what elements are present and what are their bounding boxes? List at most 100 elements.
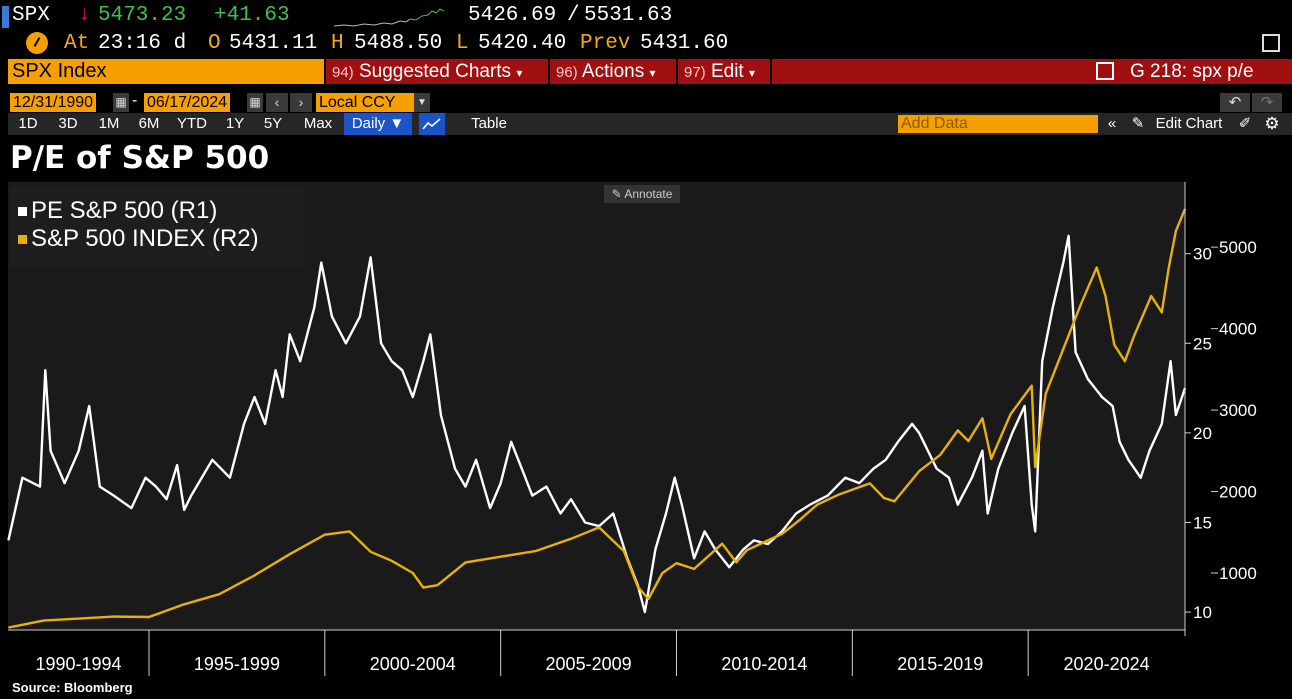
at-label: At xyxy=(64,32,90,55)
start-date-field[interactable]: 12/31/1990 xyxy=(10,93,97,112)
line-chart-icon[interactable] xyxy=(419,113,445,135)
menu-number: 96) xyxy=(556,64,578,81)
legend-item-pe[interactable]: PE S&P 500 (R1) xyxy=(10,197,304,225)
source-note: Source: Bloomberg xyxy=(12,680,133,695)
range-slash: / xyxy=(567,4,580,27)
range-1m[interactable]: 1M xyxy=(98,115,120,132)
chevron-down-icon[interactable]: ▼ xyxy=(414,93,430,112)
calendar-icon[interactable]: ▦ xyxy=(113,93,129,112)
currency-select[interactable]: Local CCY xyxy=(316,93,430,112)
external-link-icon[interactable] xyxy=(1096,62,1114,80)
last-price: 5473.23 xyxy=(98,4,187,27)
menu-label: Suggested Charts xyxy=(358,61,512,82)
chart-legend: PE S&P 500 (R1) S&P 500 INDEX (R2) xyxy=(10,186,304,266)
frequency-select[interactable]: Daily ▼ xyxy=(344,113,412,135)
high-value: 5488.50 xyxy=(354,32,443,55)
end-date-field[interactable]: 06/17/2024 xyxy=(144,93,231,112)
r1-tick-label: 20 xyxy=(1193,424,1212,443)
menu-label: Actions xyxy=(581,61,645,82)
range-1d[interactable]: 1D xyxy=(18,115,38,132)
legend-label: S&P 500 INDEX (R2) xyxy=(31,225,259,252)
r1-tick-label: 10 xyxy=(1193,603,1212,622)
date-dash: - xyxy=(132,92,138,109)
table-button[interactable]: Table xyxy=(471,115,507,132)
actions-menu[interactable]: 96) Actions ▾ xyxy=(556,59,656,84)
caret-down-icon: ▾ xyxy=(649,66,656,80)
gear-icon[interactable]: ⚙ xyxy=(1264,114,1280,133)
speedometer-icon[interactable] xyxy=(26,32,48,54)
x-tick-label: 1995-1999 xyxy=(194,654,280,674)
menu-label: Edit xyxy=(710,61,744,82)
security-field[interactable]: SPX Index xyxy=(8,59,324,84)
suggested-charts-menu[interactable]: 94) Suggested Charts ▾ xyxy=(332,59,522,84)
undo-icon[interactable]: ↶ xyxy=(1220,93,1250,112)
range-high: 5531.63 xyxy=(584,4,673,27)
chart-title: P/E of S&P 500 xyxy=(10,140,270,176)
range-1y[interactable]: 1Y xyxy=(225,115,245,132)
menu-separator xyxy=(676,59,678,84)
annotate-button[interactable]: ✎ Annotate xyxy=(604,185,680,203)
r1-tick-label: 15 xyxy=(1193,513,1212,532)
x-axis: 1990-1994 1995-1999 2000-2004 2005-2009 2010… xyxy=(8,629,1185,676)
redo-icon[interactable]: ↷ xyxy=(1252,93,1282,112)
menu-number: 94) xyxy=(332,64,354,81)
draw-icon[interactable]: ✐ xyxy=(1238,115,1252,132)
ticker-label: SPX xyxy=(12,4,50,27)
pe-series-line xyxy=(7,234,1187,614)
popout-icon[interactable] xyxy=(1262,34,1280,52)
down-arrow-icon: ↓ xyxy=(78,4,91,27)
range-3d[interactable]: 3D xyxy=(58,115,78,132)
x-tick-label: 1990-1994 xyxy=(35,654,121,674)
r1-tick-label: 25 xyxy=(1193,334,1212,353)
low-value: 5420.40 xyxy=(478,32,567,55)
r2-tick-label: 4000 xyxy=(1219,320,1257,339)
r1-axis: 10 15 20 25 30 xyxy=(1185,245,1212,622)
open-label: O xyxy=(208,32,221,55)
r1-tick-label: 30 xyxy=(1193,245,1212,264)
edit-chart-button[interactable]: Edit Chart xyxy=(1155,115,1223,132)
edit-menu[interactable]: 97) Edit ▾ xyxy=(684,59,755,84)
r2-tick-label: 5000 xyxy=(1219,238,1257,257)
quote-time: 23:16 d xyxy=(98,32,187,55)
next-period-icon[interactable]: › xyxy=(290,93,312,112)
series-group xyxy=(7,208,1187,629)
x-tick-label: 2000-2004 xyxy=(370,654,456,674)
x-tick-label: 2005-2009 xyxy=(546,654,632,674)
legend-swatch xyxy=(18,207,27,217)
caret-down-icon: ▾ xyxy=(516,66,523,80)
chart-id-label: G 218: spx p/e xyxy=(1130,61,1254,82)
annotate-label: Annotate xyxy=(624,187,673,201)
price-change: +41.63 xyxy=(214,4,290,27)
menu-number: 97) xyxy=(684,64,706,81)
x-tick-label: 2020-2024 xyxy=(1064,654,1150,674)
r2-tick-label: 3000 xyxy=(1219,401,1257,420)
range-6m[interactable]: 6M xyxy=(138,115,160,132)
legend-label: PE S&P 500 (R1) xyxy=(31,197,218,224)
quote-detail-line: At 23:16 d O 5431.11 H 5488.50 L 5420.40… xyxy=(0,32,1292,58)
prev-value: 5431.60 xyxy=(640,32,729,55)
collapse-icon[interactable]: « xyxy=(1107,115,1117,132)
quote-line: SPX ↓ 5473.23 +41.63 5426.69 / 5531.63 xyxy=(0,4,1292,30)
menu-separator xyxy=(770,59,772,84)
prev-label: Prev xyxy=(580,32,631,55)
r2-tick-label: 2000 xyxy=(1219,483,1257,502)
menu-separator xyxy=(548,59,550,84)
caret-down-icon: ▾ xyxy=(749,66,756,80)
open-value: 5431.11 xyxy=(229,32,318,55)
legend-item-index[interactable]: S&P 500 INDEX (R2) xyxy=(10,225,304,253)
add-data-field[interactable]: Add Data xyxy=(898,115,1098,133)
prev-period-icon[interactable]: ‹ xyxy=(266,93,288,112)
high-label: H xyxy=(331,32,344,55)
index-series-line xyxy=(8,208,1187,629)
pencil-icon[interactable]: ✎ xyxy=(1131,115,1145,132)
x-tick-label: 2015-2019 xyxy=(897,654,983,674)
range-5y[interactable]: 5Y xyxy=(263,115,283,132)
calendar-icon[interactable]: ▦ xyxy=(247,93,263,112)
range-ytd[interactable]: YTD xyxy=(177,115,207,132)
security-marker xyxy=(2,6,9,28)
x-tick-label: 2010-2014 xyxy=(721,654,807,674)
r2-tick-label: 1000 xyxy=(1219,564,1257,583)
range-max[interactable]: Max xyxy=(303,115,333,132)
low-label: L xyxy=(456,32,469,55)
sparkline-icon xyxy=(334,8,444,27)
